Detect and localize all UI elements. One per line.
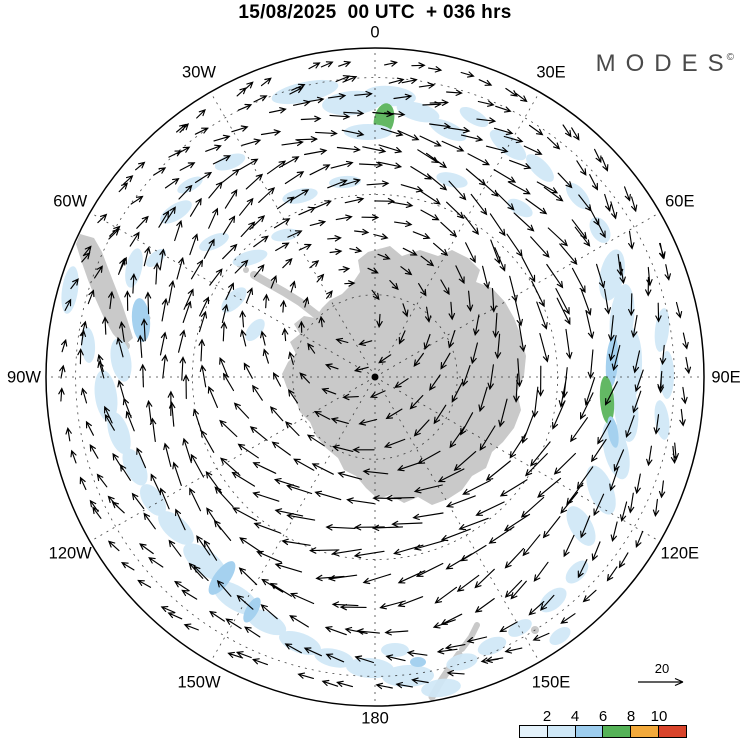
longitude-label: 150E [532,673,571,691]
longitude-label: 120W [49,545,93,563]
longitude-label: 30E [536,64,565,82]
longitude-label: 0 [370,24,379,42]
colorbar-label: 4 [570,708,580,725]
copyright-mark: © [726,52,734,63]
colorbar-cell [547,726,576,737]
wind-scale-value: 20 [654,661,670,676]
graticule-layer [46,48,704,706]
colorbar-label: 6 [598,708,608,725]
map-rim [45,47,705,707]
colorbar-label: 2 [542,708,552,725]
longitude-label: 150W [177,673,221,691]
longitude-label: 30W [182,64,216,82]
colorbar-cell [631,726,660,737]
longitude-label: 180 [361,710,389,728]
wind-arrows [58,60,692,690]
colorbar-cell [575,726,604,737]
longitude-label: 90E [711,369,740,387]
colorbar-cells [519,725,687,738]
modes-logo: MODES© [596,50,734,78]
colorbar: 2 4 6 8 10 [519,708,687,738]
colorbar-label: 8 [626,708,636,725]
colorbar-cell [659,726,686,737]
longitude-label: 120E [661,545,700,563]
colorbar-cell [603,726,632,737]
pole-dot [371,373,379,381]
longitude-label: 60W [53,193,87,211]
colorbar-labels: 2 4 6 8 10 [519,708,687,725]
chart-title: 15/08/2025 00 UTC + 036 hrs [238,2,512,23]
longitude-label: 90W [7,369,41,387]
colorbar-label: 10 [650,708,668,725]
colorbar-cell [520,726,548,737]
wind-scale-legend: 20 [634,662,690,688]
longitude-label: 60E [665,193,694,211]
modes-logo-text: MODES [595,50,734,77]
wind-scale-arrow-icon [638,677,684,687]
